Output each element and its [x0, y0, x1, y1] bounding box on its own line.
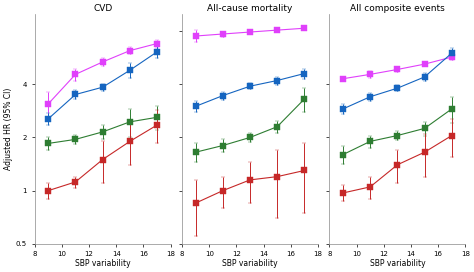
- Title: All composite events: All composite events: [350, 4, 445, 13]
- Y-axis label: Adjusted HR (95% CI): Adjusted HR (95% CI): [4, 88, 13, 170]
- Title: All-cause mortality: All-cause mortality: [207, 4, 293, 13]
- X-axis label: SBP variability: SBP variability: [222, 259, 278, 268]
- Title: CVD: CVD: [93, 4, 112, 13]
- X-axis label: SBP variability: SBP variability: [370, 259, 425, 268]
- X-axis label: SBP variability: SBP variability: [75, 259, 130, 268]
